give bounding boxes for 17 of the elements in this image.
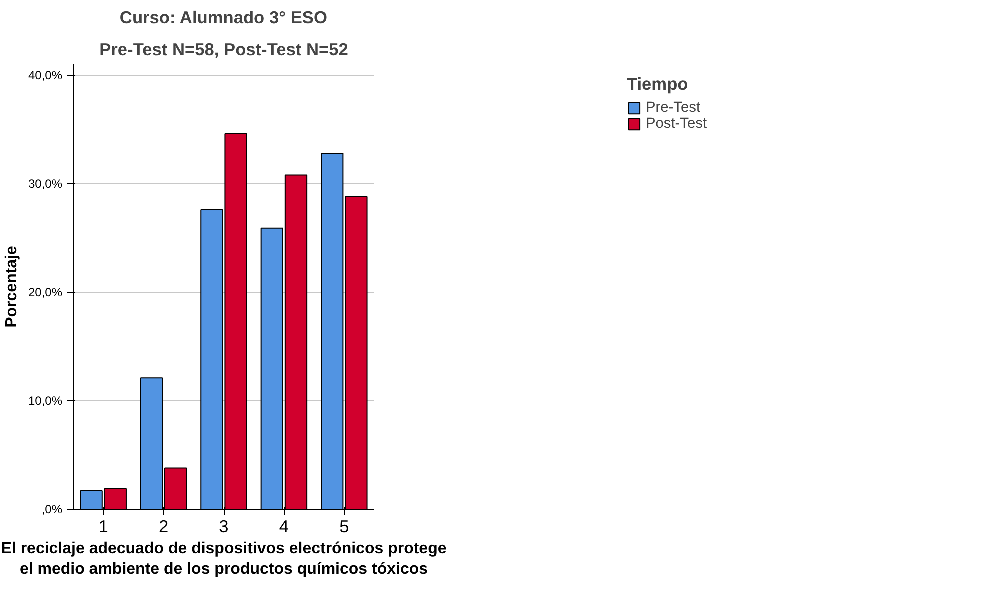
x-tick-label: 2 (158, 516, 169, 536)
x-tick-label: 5 (340, 516, 350, 536)
legend-label: Post-Test (646, 116, 708, 132)
chart-title: Curso: Alumnado 3° ESO (120, 8, 328, 28)
y-tick-label: 30,0% (28, 176, 63, 191)
legend-title: Tiempo (626, 74, 690, 95)
y-tick-label: 20,0% (28, 285, 63, 300)
y-axis-title: Porcentaje (3, 246, 20, 328)
y-tick-label: ,0% (42, 502, 63, 516)
y-tick-label: 10,0% (28, 394, 63, 408)
chart-subtitle: Pre-Test N=58, Post-Test N=52 (100, 40, 348, 60)
x-tick-label: 3 (219, 516, 229, 536)
y-tick-label: 40,0% (28, 68, 63, 82)
legend-label: Pre-Test (646, 100, 701, 116)
x-axis-title: El reciclaje adecuado de dispositivos electrónicos protege el medio ambiente de los productos químicos tóxicos (1, 540, 447, 578)
x-tick-label: 1 (98, 516, 108, 536)
x-tick-label: 4 (279, 516, 290, 536)
